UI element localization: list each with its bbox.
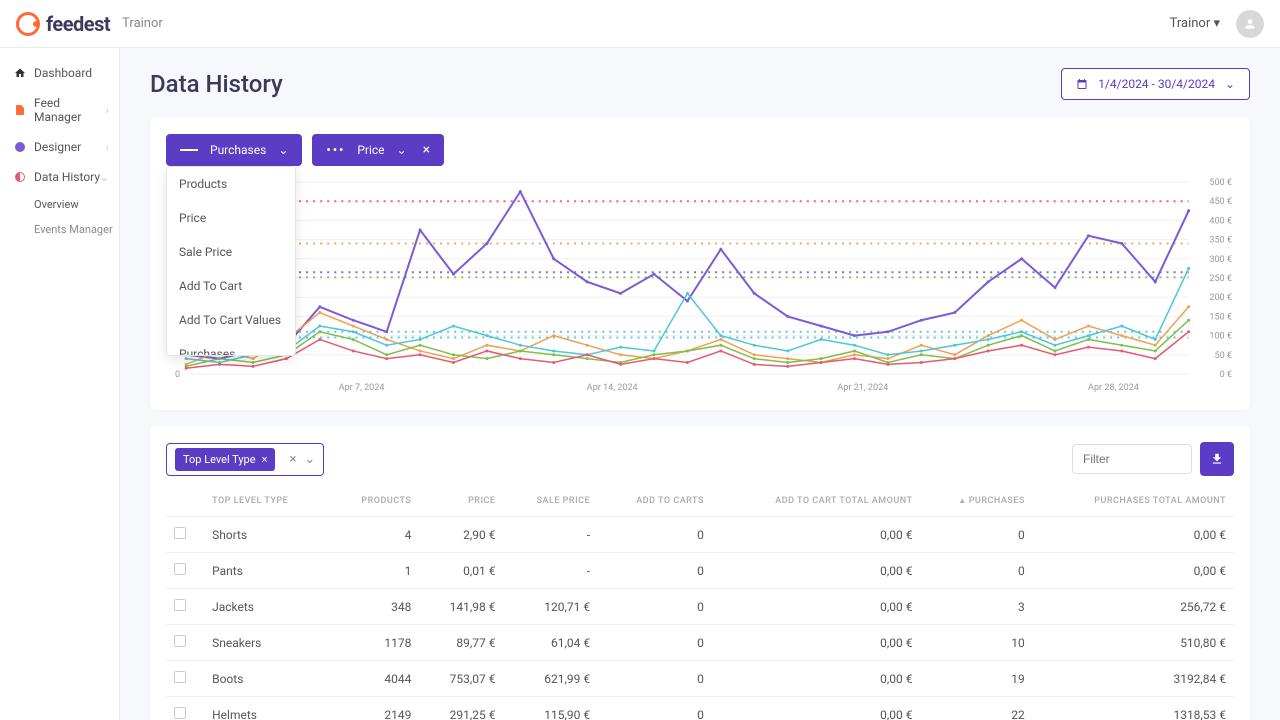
dropdown-option-price[interactable]: Price [167, 201, 295, 235]
svg-text:0 €: 0 € [1220, 370, 1232, 380]
clear-filters-icon[interactable]: × [289, 452, 296, 467]
column-header[interactable]: TOP LEVEL TYPE [204, 486, 329, 517]
chevron-down-icon[interactable]: ⌄ [278, 143, 288, 157]
row-checkbox[interactable] [174, 707, 186, 719]
dropdown-option-add-to-cart[interactable]: Add To Cart [167, 269, 295, 303]
logo-text: feedest [46, 12, 110, 36]
chevron-down-icon[interactable]: ⌄ [397, 143, 407, 157]
svg-text:400 €: 400 € [1209, 216, 1232, 226]
sidebar-item-dashboard[interactable]: Dashboard [0, 58, 119, 88]
column-header[interactable]: ADD TO CART TOTAL AMOUNT [712, 486, 921, 517]
svg-text:100 €: 100 € [1209, 332, 1232, 342]
column-header[interactable]: PRODUCTS [330, 486, 420, 517]
logo[interactable]: feedest [16, 12, 110, 36]
svg-text:300 €: 300 € [1209, 255, 1232, 265]
svg-text:Apr 21, 2024: Apr 21, 2024 [837, 383, 888, 393]
sidebar-sub-events-manager[interactable]: Events Manager [34, 217, 119, 242]
svg-text:50 €: 50 € [1214, 351, 1232, 361]
topbar: feedest Trainor Trainor ▾ [0, 0, 1280, 48]
date-range-label: 1/4/2024 - 30/4/2024 [1098, 77, 1215, 91]
svg-text:350 €: 350 € [1209, 236, 1232, 246]
avatar[interactable] [1236, 10, 1264, 38]
svg-text:Apr 14, 2024: Apr 14, 2024 [587, 383, 638, 393]
topbar-left: feedest Trainor [16, 12, 163, 36]
filter-chip-controls: × ⌄ [289, 452, 315, 467]
column-header[interactable]: ADD TO CARTS [598, 486, 712, 517]
row-checkbox[interactable] [174, 671, 186, 683]
dropdown-option-products[interactable]: Products [167, 167, 295, 201]
user-menu[interactable]: Trainor ▾ [1170, 16, 1220, 31]
download-icon [1210, 452, 1224, 466]
logo-icon [16, 12, 40, 36]
table-controls: Top Level Type × × ⌄ [166, 442, 1234, 476]
row-checkbox[interactable] [174, 635, 186, 647]
dropdown-option-add-to-cart-values[interactable]: Add To Cart Values [167, 303, 295, 337]
table-row: Shorts42,90 €-00,00 €00,00 € [166, 517, 1234, 553]
svg-text:150 €: 150 € [1209, 312, 1232, 322]
nav-icon [14, 141, 26, 153]
svg-text:Apr 7, 2024: Apr 7, 2024 [339, 383, 385, 393]
chevron-down-icon[interactable]: ⌄ [304, 452, 315, 467]
nav-icon [14, 104, 26, 116]
row-checkbox[interactable] [174, 527, 186, 539]
column-header[interactable]: PURCHASES TOTAL AMOUNT [1033, 486, 1234, 517]
table-filter-input[interactable] [1072, 444, 1192, 474]
table-row: Sneakers117889,77 €61,04 €00,00 €10510,8… [166, 625, 1234, 661]
column-header[interactable]: SALE PRICE [503, 486, 598, 517]
chart-svg: 0 € 50 € 100 € 150 € 200 € 250 € 300 € 350 € 400… [166, 174, 1234, 394]
table-row: Boots4044753,07 €621,99 €00,00 €193192,8… [166, 661, 1234, 697]
nav-icon [14, 67, 26, 79]
line-icon [180, 149, 198, 151]
topbar-right: Trainor ▾ [1170, 10, 1264, 38]
table-controls-right [1072, 442, 1234, 476]
row-checkbox[interactable] [174, 563, 186, 575]
sidebar-sub-overview[interactable]: Overview [34, 192, 119, 217]
column-header[interactable] [166, 486, 204, 517]
metric-chip-row: Purchases⌄•••Price⌄× [166, 134, 1234, 166]
table-card: Top Level Type × × ⌄ TOP LEVEL TYPEP [150, 426, 1250, 720]
main-content: Data History 1/4/2024 - 30/4/2024 ⌄ Purc… [120, 48, 1280, 720]
sidebar-item-data-history[interactable]: Data History [0, 162, 119, 192]
column-header[interactable]: PRICE [419, 486, 503, 517]
svg-text:Apr 28, 2024: Apr 28, 2024 [1088, 383, 1139, 393]
svg-text:500 €: 500 € [1209, 178, 1232, 188]
close-icon[interactable]: × [262, 453, 268, 466]
user-icon [1243, 17, 1257, 31]
svg-text:250 €: 250 € [1209, 274, 1232, 284]
sidebar-item-designer[interactable]: Designer [0, 132, 119, 162]
dropdown-option-sale-price[interactable]: Sale Price [167, 235, 295, 269]
svg-text:0: 0 [175, 370, 180, 380]
page-header: Data History 1/4/2024 - 30/4/2024 ⌄ [150, 68, 1250, 100]
download-button[interactable] [1200, 442, 1234, 476]
table-row: Helmets2149291,25 €115,90 €00,00 €221318… [166, 697, 1234, 720]
metric-dropdown: ProductsPriceSale PriceAdd To CartAdd To… [166, 166, 296, 356]
column-header[interactable]: ▲PURCHASES [920, 486, 1032, 517]
sidebar-item-feed-manager[interactable]: Feed Manager [0, 88, 119, 132]
filter-chip-container[interactable]: Top Level Type × × ⌄ [166, 443, 324, 476]
metric-chip-price[interactable]: •••Price⌄× [312, 134, 444, 166]
row-checkbox[interactable] [174, 599, 186, 611]
svg-text:200 €: 200 € [1209, 293, 1232, 303]
chart-area: 0 € 50 € 100 € 150 € 200 € 250 € 300 € 350 € 400… [166, 174, 1234, 394]
page-title: Data History [150, 70, 283, 98]
chart-card: Purchases⌄•••Price⌄× ProductsPriceSale P… [150, 118, 1250, 410]
svg-text:450 €: 450 € [1209, 197, 1232, 207]
dots-icon: ••• [326, 143, 345, 157]
date-range-picker[interactable]: 1/4/2024 - 30/4/2024 ⌄ [1061, 68, 1250, 100]
chevron-down-icon: ⌄ [1225, 77, 1235, 91]
metric-chip-purchases[interactable]: Purchases⌄ [166, 134, 302, 166]
data-table: TOP LEVEL TYPEPRODUCTSPRICESALE PRICEADD… [166, 486, 1234, 720]
calendar-icon [1076, 78, 1088, 90]
nav-icon [14, 171, 26, 183]
filter-chip-top-level-type[interactable]: Top Level Type × [175, 448, 275, 471]
sidebar: DashboardFeed ManagerDesignerData Histor… [0, 48, 120, 720]
dropdown-option-purchases[interactable]: Purchases [167, 337, 295, 356]
workspace-name: Trainor [122, 16, 163, 31]
table-row: Pants10,01 €-00,00 €00,00 € [166, 553, 1234, 589]
sort-arrow-icon: ▲ [958, 496, 966, 505]
close-icon[interactable]: × [423, 142, 430, 158]
table-row: Jackets348141,98 €120,71 €00,00 €3256,72… [166, 589, 1234, 625]
